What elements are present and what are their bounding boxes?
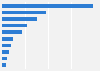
Bar: [2, 37, 13, 41]
Bar: [2, 50, 9, 54]
Bar: [2, 44, 11, 47]
Bar: [2, 4, 93, 8]
Bar: [2, 11, 46, 14]
Bar: [2, 57, 7, 60]
Bar: [2, 30, 22, 34]
Bar: [2, 24, 27, 27]
Bar: [2, 17, 37, 21]
Bar: [2, 63, 6, 67]
